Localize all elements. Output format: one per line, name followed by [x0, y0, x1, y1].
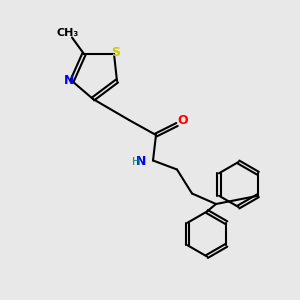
- Text: CH₃: CH₃: [56, 28, 79, 38]
- Text: S: S: [111, 46, 120, 59]
- Text: O: O: [177, 114, 188, 128]
- Text: N: N: [136, 155, 146, 169]
- Text: N: N: [64, 74, 74, 88]
- Text: H: H: [132, 157, 141, 167]
